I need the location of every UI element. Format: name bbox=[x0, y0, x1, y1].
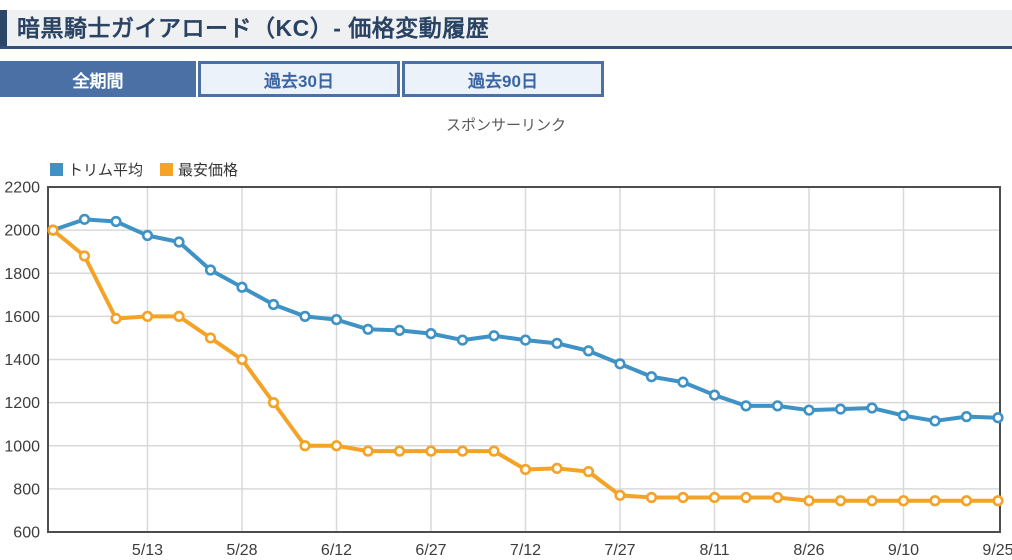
trim-average-data-point bbox=[551, 337, 563, 349]
lowest-price-data-point bbox=[708, 491, 721, 504]
trim-average-data-point bbox=[299, 310, 311, 322]
x-axis-label: 6/27 bbox=[415, 542, 446, 559]
lowest-price-data-point bbox=[866, 495, 878, 507]
x-axis-label: 9/25 bbox=[982, 542, 1012, 559]
lowest-price-data-point bbox=[362, 445, 374, 457]
page-title: 暗黒騎士ガイアロード（KC）- 価格変動履歴 bbox=[17, 15, 490, 41]
lowest-price-data-point bbox=[456, 445, 469, 457]
y-axis-label: 1800 bbox=[4, 266, 40, 283]
lowest-price-data-point bbox=[740, 491, 752, 504]
lowest-price-data-point bbox=[141, 310, 154, 322]
trim-average-data-point bbox=[614, 358, 626, 370]
lowest-price-data-point bbox=[47, 224, 59, 236]
trim-average-data-point bbox=[677, 376, 689, 388]
trim-average-data-point bbox=[488, 330, 500, 342]
lowest-price-data-point bbox=[834, 495, 847, 507]
x-axis-label: 7/12 bbox=[510, 542, 541, 559]
lowest-price-data-point bbox=[551, 462, 563, 474]
x-axis-label: 7/27 bbox=[604, 542, 635, 559]
chart-legend: トリム平均 最安価格 bbox=[50, 159, 238, 180]
lowest-price-data-point bbox=[110, 312, 122, 325]
legend-item-lowest-price: 最安価格 bbox=[160, 159, 238, 180]
lowest-price-data-point bbox=[236, 353, 248, 366]
lowest-price-swatch-icon bbox=[160, 163, 174, 176]
x-axis-label: 9/10 bbox=[888, 542, 919, 559]
lowest-price-data-point bbox=[267, 397, 280, 409]
title-bar: 暗黒騎士ガイアロード（KC）- 価格変動履歴 bbox=[0, 10, 1012, 49]
trim-average-data-point bbox=[173, 236, 185, 248]
trim-average-data-point bbox=[771, 400, 784, 412]
lowest-price-data-point bbox=[393, 445, 406, 457]
y-axis-label: 1600 bbox=[4, 309, 40, 326]
trim-average-data-point bbox=[582, 345, 595, 357]
legend-label-lowest-price: 最安価格 bbox=[178, 162, 239, 179]
trim-average-swatch-icon bbox=[50, 163, 63, 176]
lowest-price-data-point bbox=[299, 440, 311, 452]
lowest-price-data-point bbox=[78, 250, 91, 262]
trim-average-data-point bbox=[141, 229, 154, 242]
trim-average-data-point bbox=[330, 314, 343, 326]
price-history-chart: 600 800 1000 1200 1400 1600 1800 2000 2200 5/13 5/… bbox=[4, 180, 1012, 559]
tab-past-30-days[interactable]: 過去30日 bbox=[198, 61, 400, 97]
lowest-price-data-point bbox=[897, 495, 910, 507]
lowest-price-data-point bbox=[677, 491, 689, 504]
lowest-price-data-point bbox=[992, 495, 1004, 507]
trim-average-data-point bbox=[519, 334, 532, 346]
y-axis-label: 800 bbox=[13, 481, 40, 498]
trim-average-data-point bbox=[740, 400, 752, 412]
trim-average-data-point bbox=[362, 323, 374, 335]
lowest-price-data-point bbox=[519, 463, 532, 476]
x-axis-label: 8/26 bbox=[793, 542, 824, 559]
trim-average-data-point bbox=[929, 415, 941, 427]
trim-average-data-point bbox=[866, 402, 878, 414]
legend-label-trim-average: トリム平均 bbox=[68, 162, 144, 179]
y-axis-label: 2200 bbox=[4, 180, 40, 197]
lowest-price-data-point bbox=[204, 332, 217, 344]
trim-average-data-point bbox=[78, 213, 91, 225]
period-tabs: 全期間 過去30日 過去90日 bbox=[0, 61, 604, 97]
y-axis-label: 2000 bbox=[4, 223, 40, 240]
lowest-price-data-point bbox=[645, 491, 658, 504]
lowest-price-data-point bbox=[771, 491, 784, 504]
trim-average-data-point bbox=[960, 411, 973, 423]
lowest-price-data-point bbox=[330, 440, 343, 452]
y-axis-label: 1200 bbox=[4, 395, 40, 412]
trim-average-data-point bbox=[204, 264, 217, 276]
lowest-price-data-point bbox=[929, 495, 941, 507]
y-axis-label: 600 bbox=[13, 525, 40, 542]
lowest-price-data-point bbox=[803, 495, 815, 507]
tab-all-period[interactable]: 全期間 bbox=[0, 61, 196, 97]
trim-average-data-point bbox=[425, 328, 437, 340]
lowest-price-data-point bbox=[614, 489, 626, 501]
trim-average-data-point bbox=[110, 215, 122, 228]
x-axis-label: 5/13 bbox=[132, 542, 163, 559]
trim-average-data-point bbox=[708, 389, 721, 401]
lowest-price-data-point bbox=[488, 445, 500, 457]
x-axis-label: 8/11 bbox=[700, 542, 730, 559]
lowest-price-data-point bbox=[425, 445, 437, 457]
chart-plot-border bbox=[47, 186, 1001, 533]
lowest-price-data-point bbox=[582, 466, 595, 478]
lowest-price-data-point bbox=[173, 310, 185, 322]
trim-average-data-point bbox=[897, 409, 910, 422]
lowest-price-data-point bbox=[960, 495, 973, 507]
trim-average-data-point bbox=[393, 324, 406, 336]
trim-average-data-point bbox=[267, 298, 280, 311]
sponsor-link-label: スポンサーリンク bbox=[445, 117, 566, 134]
trim-average-data-point bbox=[992, 412, 1004, 424]
trim-average-data-point bbox=[834, 403, 847, 415]
tab-past-90-days[interactable]: 過去90日 bbox=[402, 61, 604, 97]
y-axis-label: 1000 bbox=[4, 438, 40, 455]
trim-average-data-point bbox=[645, 371, 658, 383]
trim-average-data-point bbox=[456, 334, 469, 346]
trim-average-data-point bbox=[803, 404, 815, 416]
x-axis-label: 5/28 bbox=[226, 542, 257, 559]
title-accent-bar bbox=[0, 10, 7, 46]
trim-average-data-point bbox=[236, 281, 248, 293]
x-axis-label: 6/12 bbox=[321, 542, 352, 559]
legend-item-trim-average: トリム平均 bbox=[50, 159, 143, 180]
y-axis-label: 1400 bbox=[4, 352, 40, 369]
